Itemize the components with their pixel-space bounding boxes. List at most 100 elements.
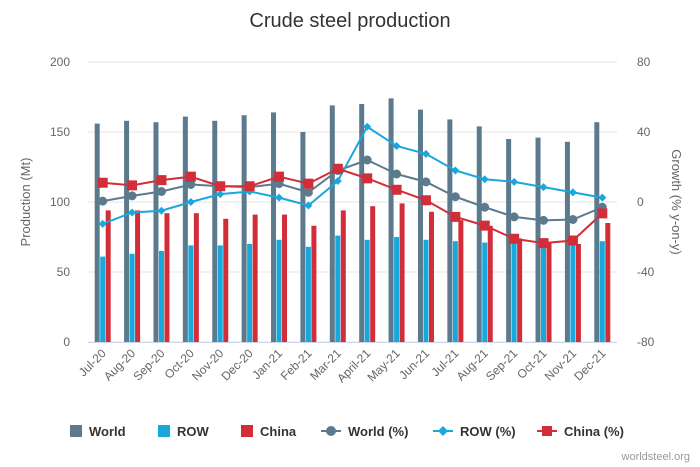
legend-label: China (%) [564, 424, 624, 439]
bar-china [311, 225, 317, 342]
bar-row [217, 245, 223, 342]
bar-row [305, 246, 311, 342]
point-china [215, 181, 226, 192]
bar-row [511, 241, 517, 342]
bar-china [487, 225, 493, 342]
point-china [567, 235, 578, 246]
y-right-tick-label: 0 [637, 195, 644, 209]
point-world [539, 215, 549, 225]
bar-world [124, 120, 130, 342]
point-row [186, 198, 195, 206]
x-tick-label: Sep-21 [483, 346, 520, 383]
point-world [303, 187, 313, 197]
bar-world [594, 122, 600, 342]
point-world [156, 187, 166, 196]
bar-row [129, 253, 135, 342]
point-china [156, 175, 167, 186]
legend-item-world[interactable]: World [70, 424, 126, 439]
legend-label: World (%) [348, 424, 408, 439]
point-row [363, 122, 372, 131]
bar-series-group [94, 98, 611, 343]
x-tick-label: April-21 [334, 346, 373, 385]
credit-text[interactable]: worldsteel.org [621, 451, 690, 463]
bar-china [370, 206, 376, 342]
x-tick-label: Nov-20 [189, 346, 226, 383]
legend-item-china[interactable]: China (%) [537, 424, 624, 439]
point-row [480, 175, 489, 184]
x-tick-label: Nov-21 [542, 346, 579, 383]
point-world [98, 196, 108, 206]
point-row [333, 177, 342, 185]
legend-symbol [326, 426, 336, 436]
bar-china [340, 210, 346, 342]
bar-world [388, 98, 394, 343]
x-tick-label: Feb-21 [278, 346, 315, 383]
bar-china [575, 244, 581, 342]
legend-item-row[interactable]: ROW [158, 424, 210, 439]
point-china [127, 180, 138, 191]
legend-label: ROW [177, 424, 210, 439]
point-china [185, 171, 196, 182]
point-row [216, 190, 225, 199]
bar-row [100, 256, 106, 342]
point-china [479, 220, 490, 231]
bar-world [94, 123, 100, 342]
bar-china [428, 211, 434, 342]
y-right-tick-label: -40 [637, 265, 655, 279]
bar-china [252, 214, 258, 342]
bar-china [223, 218, 229, 342]
bar-row [570, 241, 576, 342]
bar-china [517, 238, 523, 342]
line-series-group [97, 122, 608, 249]
x-tick-label: May-21 [365, 346, 403, 384]
legend-item-world[interactable]: World (%) [321, 424, 408, 439]
line-row [102, 125, 603, 225]
legend-label: World [89, 424, 126, 439]
point-china [97, 177, 108, 188]
bar-row [364, 239, 370, 342]
bar-world [447, 119, 453, 343]
point-row [98, 219, 107, 228]
y-left-tick-label: 150 [50, 125, 70, 139]
point-china [244, 181, 255, 192]
legend-item-china[interactable]: China [241, 424, 297, 439]
bar-row [452, 241, 458, 342]
point-row [392, 142, 401, 150]
point-china [391, 184, 402, 195]
y-left-tick-label: 0 [63, 335, 70, 349]
point-china [274, 171, 285, 182]
point-row [157, 206, 166, 215]
x-tick-label: Aug-21 [454, 346, 491, 383]
point-world [186, 180, 196, 189]
bar-china [105, 210, 111, 342]
point-china [303, 178, 314, 189]
y-right-tick-label: -80 [637, 335, 655, 349]
y-right-tick-label: 40 [637, 125, 651, 139]
point-world [480, 202, 490, 212]
bar-china [546, 242, 552, 342]
bar-world [300, 132, 306, 342]
legend[interactable]: World ROW China World (%) ROW (%) China (%) [70, 424, 624, 439]
line-world [102, 158, 603, 222]
x-tick-label: Dec-21 [571, 346, 608, 383]
bar-world [241, 115, 247, 342]
point-world [127, 191, 137, 201]
point-row [128, 208, 137, 217]
bar-world [476, 126, 482, 343]
point-world [421, 177, 431, 187]
point-china [420, 195, 431, 206]
bar-china [458, 220, 464, 342]
point-row [304, 201, 313, 210]
bar-world [417, 109, 423, 342]
legend-item-row[interactable]: ROW (%) [433, 424, 516, 439]
y-axis-left-title: Production (Mt) [18, 158, 33, 247]
x-tick-label: Jun-21 [396, 346, 432, 382]
bar-row [158, 251, 164, 342]
point-china [332, 163, 343, 174]
y-left-tick-label: 50 [57, 265, 71, 279]
bar-row [276, 239, 282, 342]
bar-world [212, 120, 218, 342]
point-world [450, 192, 460, 202]
point-world [392, 169, 402, 179]
